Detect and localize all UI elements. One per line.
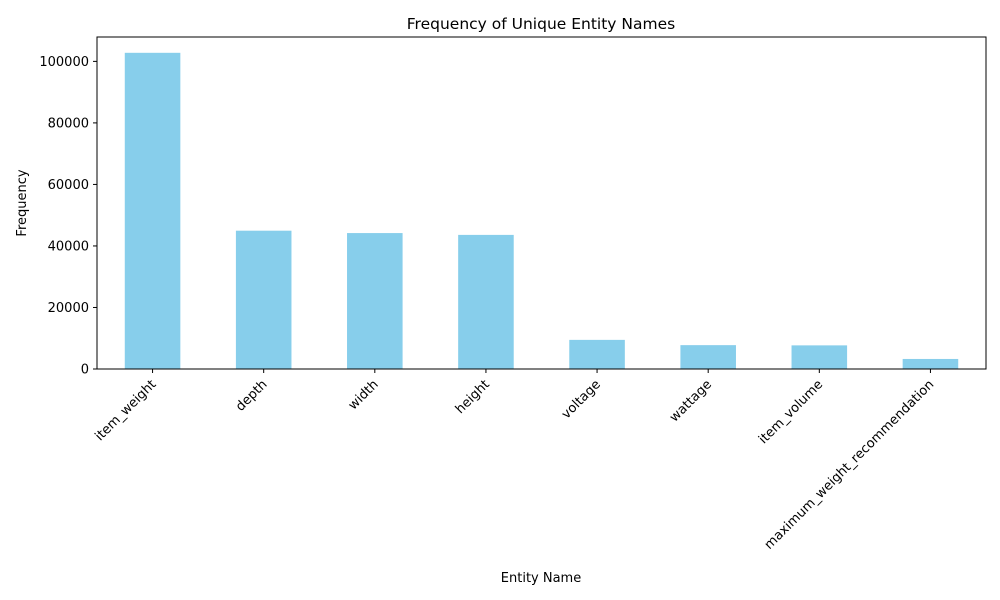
y-axis: 0 20000 40000 60000 80000 100000 <box>39 55 97 378</box>
bar-wattage <box>680 345 736 369</box>
bar-item-weight <box>124 52 181 370</box>
bar-depth <box>235 230 292 369</box>
bar-voltage <box>569 339 625 369</box>
chart-title: Frequency of Unique Entity Names <box>407 15 675 33</box>
y-tick-label: 20000 <box>48 301 89 316</box>
y-tick-label: 80000 <box>48 116 89 131</box>
y-tick-label: 40000 <box>48 239 89 254</box>
bar-width <box>347 233 403 369</box>
plot-area-frame <box>96 36 987 370</box>
bar-maximum-weight-recommendation <box>902 358 959 369</box>
y-tick-label: 60000 <box>48 178 89 193</box>
bars-layer <box>124 52 959 370</box>
bar-height <box>458 234 514 369</box>
bar-item-volume <box>791 345 848 369</box>
y-tick-label: 0 <box>81 363 89 378</box>
y-axis-label: Frequency <box>15 169 30 236</box>
y-tick-label: 100000 <box>39 55 89 70</box>
x-axis-label: Entity Name <box>501 571 581 586</box>
